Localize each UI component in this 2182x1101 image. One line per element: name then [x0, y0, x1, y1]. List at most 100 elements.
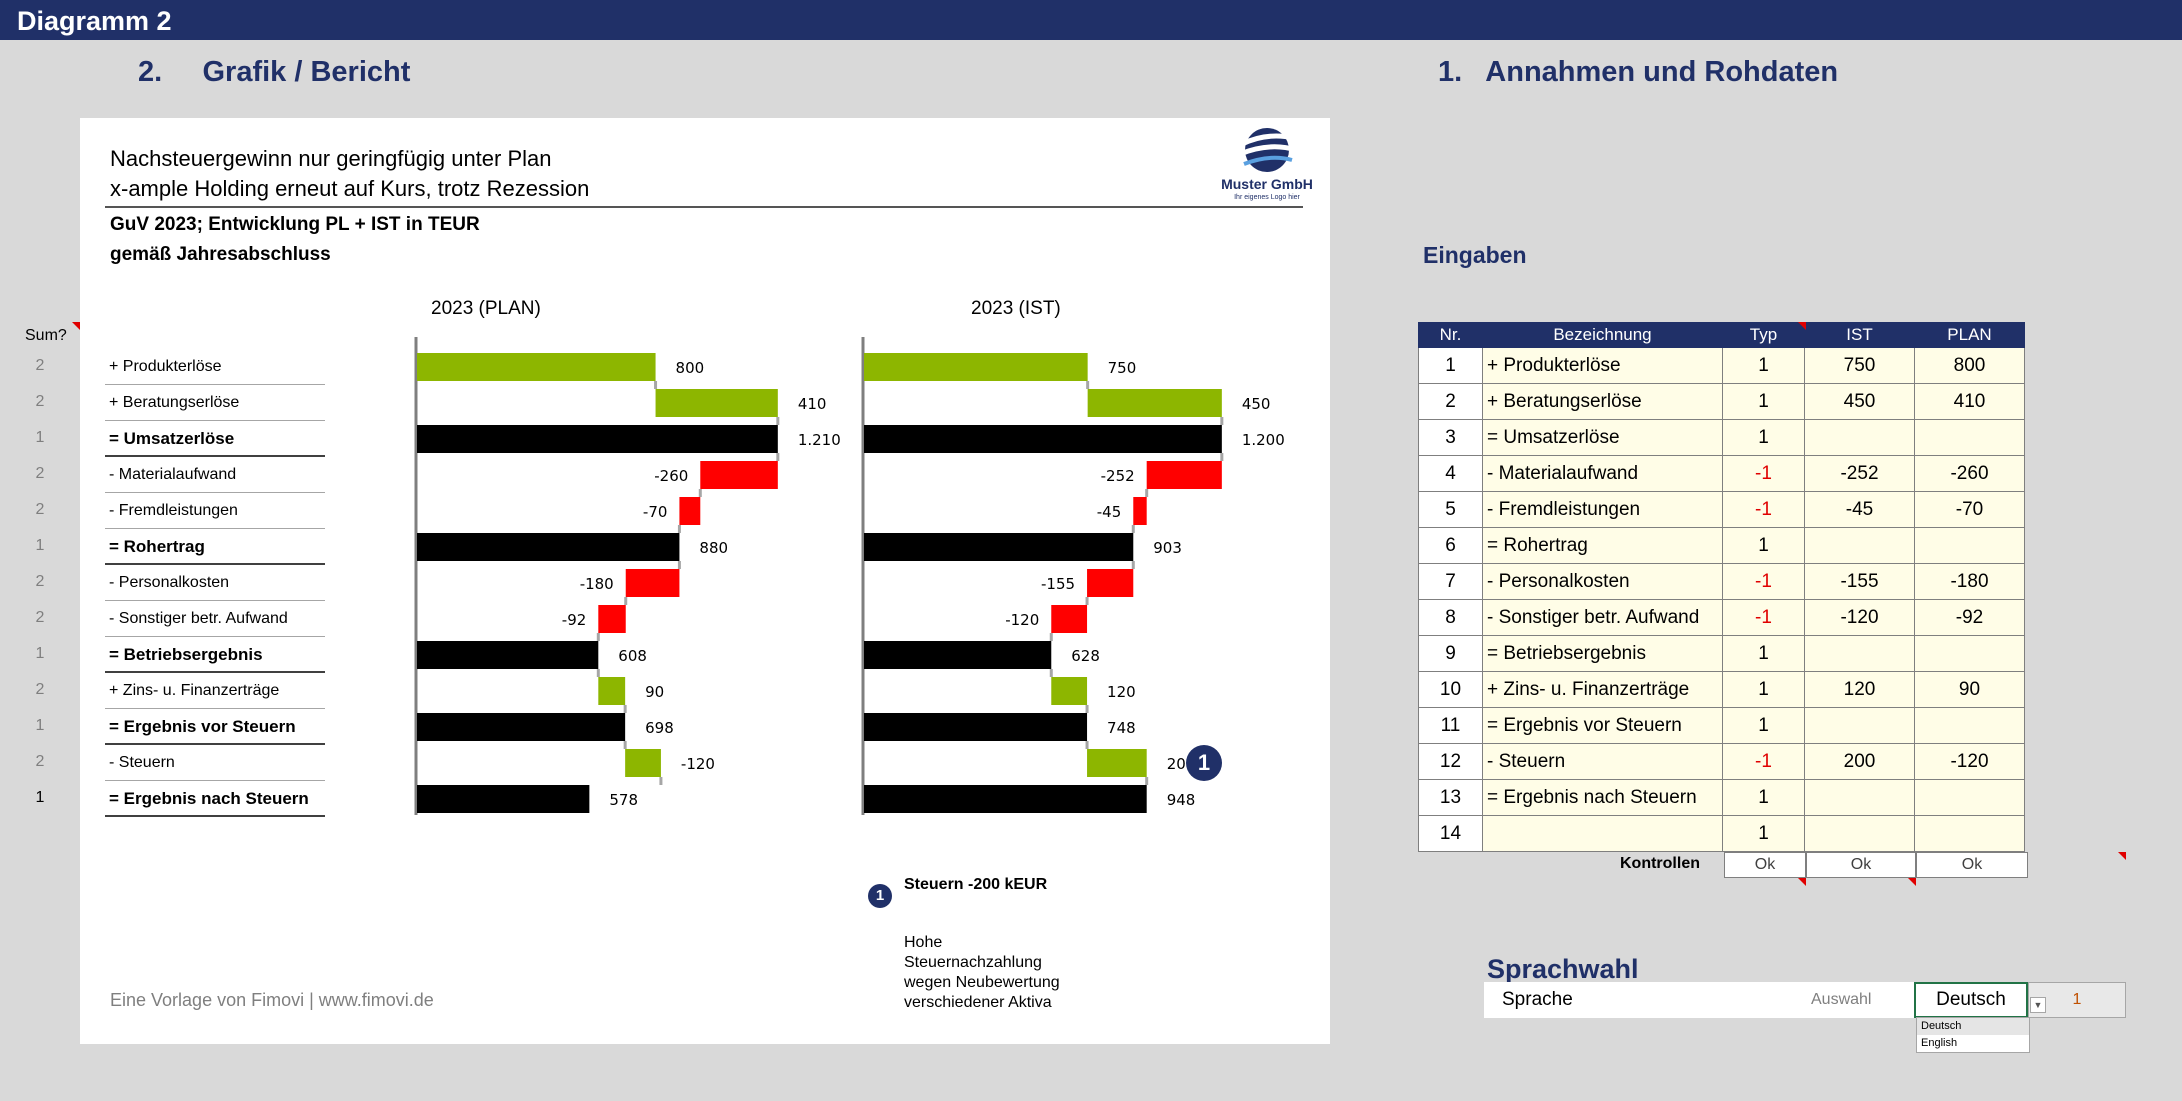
row-label: = Ergebnis vor Steuern — [105, 709, 325, 745]
dropdown-arrow-icon[interactable]: ▼ — [2030, 997, 2046, 1013]
data-label: 1.210 — [798, 431, 841, 449]
cell-nr: 8 — [1418, 599, 1483, 636]
cell-bez[interactable]: - Steuern — [1482, 743, 1723, 780]
cell-ist[interactable]: 750 — [1804, 347, 1915, 384]
cell-ist[interactable]: -45 — [1804, 491, 1915, 528]
data-label: 450 — [1242, 395, 1271, 413]
cell-ist[interactable] — [1804, 779, 1915, 816]
cell-ist[interactable]: 200 — [1804, 743, 1915, 780]
cell-bez[interactable]: - Personalkosten — [1482, 563, 1723, 600]
waterfall-bar — [1133, 497, 1147, 525]
cell-bez[interactable]: - Materialaufwand — [1482, 455, 1723, 492]
cell-plan[interactable]: -120 — [1914, 743, 2025, 780]
cell-typ[interactable]: -1 — [1722, 743, 1805, 780]
cell-plan[interactable] — [1914, 419, 2025, 456]
cell-plan[interactable]: 800 — [1914, 347, 2025, 384]
cell-bez[interactable]: - Fremdleistungen — [1482, 491, 1723, 528]
report-subtitle-2: gemäß Jahresabschluss — [110, 244, 331, 265]
cell-plan[interactable] — [1914, 707, 2025, 744]
sum-flag: 2 — [35, 501, 45, 518]
cell-typ[interactable]: -1 — [1722, 563, 1805, 600]
cell-nr: 2 — [1418, 383, 1483, 420]
data-label: -260 — [654, 467, 688, 485]
cell-ist[interactable]: 120 — [1804, 671, 1915, 708]
report-subtitle-1: GuV 2023; Entwicklung PL + IST in TEUR — [110, 214, 480, 235]
cell-typ[interactable]: 1 — [1722, 419, 1805, 456]
cell-plan[interactable] — [1914, 779, 2025, 816]
cell-nr: 3 — [1418, 419, 1483, 456]
cell-plan[interactable]: -180 — [1914, 563, 2025, 600]
cell-plan[interactable] — [1914, 527, 2025, 564]
cell-bez[interactable]: = Umsatzerlöse — [1482, 419, 1723, 456]
cell-bez[interactable]: = Ergebnis vor Steuern — [1482, 707, 1723, 744]
cell-nr: 11 — [1418, 707, 1483, 744]
cell-nr: 12 — [1418, 743, 1483, 780]
cell-typ[interactable]: 1 — [1722, 347, 1805, 384]
waterfall-bar — [864, 353, 1088, 381]
col-header-nr: Nr. — [1418, 322, 1483, 348]
data-label: -155 — [1041, 575, 1075, 593]
sum-flag: 2 — [35, 393, 45, 410]
cell-typ[interactable]: 1 — [1722, 815, 1805, 852]
note-line-3: wegen Neubewertung — [904, 974, 1060, 991]
cell-typ[interactable]: -1 — [1722, 599, 1805, 636]
row-label: = Umsatzerlöse — [105, 421, 325, 457]
table-row: 13 = Ergebnis nach Steuern 1 — [1418, 779, 2025, 816]
waterfall-bar — [417, 533, 680, 561]
data-label: -180 — [580, 575, 614, 593]
report-panel: Nachsteuergewinn nur geringfügig unter P… — [80, 118, 1330, 1044]
data-label: 750 — [1108, 359, 1137, 377]
cell-ist[interactable]: -120 — [1804, 599, 1915, 636]
cell-plan[interactable]: 90 — [1914, 671, 2025, 708]
cell-ist[interactable] — [1804, 815, 1915, 852]
cell-plan[interactable] — [1914, 635, 2025, 672]
cell-ist[interactable] — [1804, 707, 1915, 744]
section-title-data: 1. Annahmen und Rohdaten — [1438, 56, 1839, 88]
cell-ist[interactable]: -252 — [1804, 455, 1915, 492]
cell-plan[interactable] — [1914, 815, 2025, 852]
waterfall-bar — [864, 713, 1088, 741]
cell-bez[interactable]: = Ergebnis nach Steuern — [1482, 779, 1723, 816]
cell-plan[interactable]: 410 — [1914, 383, 2025, 420]
cell-bez[interactable]: = Betriebsergebnis — [1482, 635, 1723, 672]
data-label: -252 — [1101, 467, 1135, 485]
language-option-deutsch[interactable]: Deutsch — [1917, 1018, 2029, 1035]
cell-ist[interactable]: -155 — [1804, 563, 1915, 600]
sum-flag: 1 — [35, 429, 45, 446]
cell-nr: 1 — [1418, 347, 1483, 384]
cell-bez[interactable]: + Zins- u. Finanzerträge — [1482, 671, 1723, 708]
table-row: 1 + Produkterlöse 1 750 800 — [1418, 347, 2025, 384]
cell-plan[interactable]: -260 — [1914, 455, 2025, 492]
cell-typ[interactable]: 1 — [1722, 671, 1805, 708]
cell-bez[interactable]: + Produkterlöse — [1482, 347, 1723, 384]
sum-flag: 1 — [35, 537, 45, 554]
row-label: - Personalkosten — [105, 565, 325, 601]
note-line-4: verschiedener Aktiva — [904, 994, 1052, 1011]
waterfall-bar — [417, 353, 656, 381]
cell-ist[interactable] — [1804, 635, 1915, 672]
sum-flag: 2 — [35, 573, 45, 590]
cell-bez[interactable] — [1482, 815, 1723, 852]
cell-typ[interactable]: 1 — [1722, 527, 1805, 564]
cell-ist[interactable] — [1804, 527, 1915, 564]
logo-name: Muster GmbH — [1221, 176, 1313, 192]
cell-typ[interactable]: 1 — [1722, 635, 1805, 672]
cell-nr: 14 — [1418, 815, 1483, 852]
cell-bez[interactable]: + Beratungserlöse — [1482, 383, 1723, 420]
language-option-english[interactable]: English — [1921, 1037, 1958, 1049]
cell-typ[interactable]: -1 — [1722, 455, 1805, 492]
cell-typ[interactable]: 1 — [1722, 779, 1805, 816]
cell-plan[interactable]: -92 — [1914, 599, 2025, 636]
cell-ist[interactable]: 450 — [1804, 383, 1915, 420]
col-header-bezeichnung: Bezeichnung — [1482, 322, 1723, 348]
language-select[interactable]: Deutsch — [1914, 982, 2028, 1018]
cell-bez[interactable]: = Rohertrag — [1482, 527, 1723, 564]
cell-bez[interactable]: - Sonstiger betr. Aufwand — [1482, 599, 1723, 636]
cell-plan[interactable]: -70 — [1914, 491, 2025, 528]
cell-typ[interactable]: 1 — [1722, 707, 1805, 744]
cell-typ[interactable]: 1 — [1722, 383, 1805, 420]
cell-typ[interactable]: -1 — [1722, 491, 1805, 528]
data-label: 880 — [699, 539, 728, 557]
waterfall-bar — [417, 785, 590, 813]
cell-ist[interactable] — [1804, 419, 1915, 456]
